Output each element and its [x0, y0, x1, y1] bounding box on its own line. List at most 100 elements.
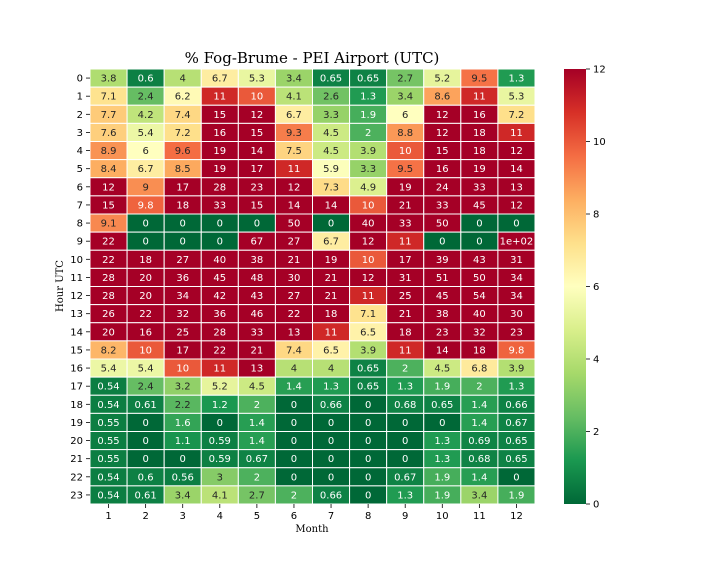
cell-value-label: 0.61 [134, 490, 156, 501]
y-tick-label: 22 [70, 472, 83, 483]
cell-value-label: 25 [399, 291, 412, 302]
cell-value-label: 3.3 [360, 164, 376, 175]
cell-value-label: 11 [399, 345, 412, 356]
cell-value-label: 4.5 [323, 128, 339, 139]
cell-value-label: 38 [251, 255, 264, 266]
cell-value-label: 33 [213, 200, 226, 211]
colorbar-tick-label: 10 [593, 137, 606, 148]
cell-value-label: 31 [510, 255, 523, 266]
cell-value-label: 27 [288, 237, 301, 248]
cell-value-label: 8.5 [175, 164, 191, 175]
cell-value-label: 10 [362, 255, 375, 266]
cell-value-label: 6.2 [175, 92, 191, 103]
cell-value-label: 17 [176, 182, 189, 193]
cell-value-label: 1.9 [434, 490, 450, 501]
cell-value-label: 7.2 [509, 110, 525, 121]
cell-value-label: 0.67 [505, 418, 527, 429]
cell-value-label: 1.4 [471, 400, 487, 411]
cell-value-label: 36 [176, 273, 189, 284]
cell-value-label: 0 [142, 454, 148, 465]
cell-value-label: 4.1 [212, 490, 228, 501]
cell-value-label: 11 [213, 92, 226, 103]
cell-value-label: 51 [436, 273, 449, 284]
cell-value-label: 1.9 [360, 110, 376, 121]
cell-value-label: 0 [217, 418, 223, 429]
cell-value-label: 1.4 [471, 472, 487, 483]
y-tick-label: 15 [70, 345, 83, 356]
cell-value-label: 17 [176, 345, 189, 356]
cell-value-label: 0 [365, 400, 371, 411]
cell-value-label: 15 [251, 200, 264, 211]
cell-value-label: 50 [473, 273, 486, 284]
cell-value-label: 0.65 [431, 400, 453, 411]
cell-value-label: 8.9 [101, 146, 117, 157]
cell-value-label: 0 [402, 418, 408, 429]
cell-value-label: 43 [473, 255, 486, 266]
cell-value-label: 4 [180, 74, 186, 85]
y-tick-label: 2 [77, 110, 83, 121]
cell-value-label: 24 [436, 182, 449, 193]
cell-value-label: 20 [102, 327, 115, 338]
cell-value-label: 0 [365, 418, 371, 429]
cell-value-label: 5.4 [138, 364, 154, 375]
cell-value-label: 11 [510, 128, 523, 139]
cell-value-label: 13 [251, 364, 264, 375]
cell-value-label: 0 [180, 219, 186, 230]
cell-value-label: 0 [439, 418, 445, 429]
cell-value-label: 0.67 [394, 472, 416, 483]
cell-value-label: 11 [325, 327, 338, 338]
cell-value-label: 32 [473, 327, 486, 338]
cell-value-label: 7.6 [101, 128, 117, 139]
cell-value-label: 22 [288, 309, 301, 320]
cell-value-label: 45 [213, 273, 226, 284]
y-tick-label: 19 [70, 418, 83, 429]
cell-value-label: 31 [399, 273, 412, 284]
cell-value-label: 50 [288, 219, 301, 230]
cell-value-label: 18 [473, 345, 486, 356]
cell-value-label: 12 [510, 200, 523, 211]
cell-value-label: 0.65 [505, 436, 527, 447]
cell-value-label: 14 [325, 200, 338, 211]
cell-value-label: 0 [142, 436, 148, 447]
cell-value-label: 5.3 [249, 74, 265, 85]
cell-value-label: 0 [365, 472, 371, 483]
colorbar-tick-label: 4 [593, 355, 599, 366]
cell-value-label: 7.4 [175, 110, 191, 121]
y-tick-label: 9 [77, 237, 83, 248]
colorbar-tick-label: 0 [593, 500, 599, 511]
cell-value-label: 4.5 [434, 364, 450, 375]
cell-value-label: 39 [436, 255, 449, 266]
cell-value-label: 3.9 [360, 345, 376, 356]
cell-value-label: 11 [362, 291, 375, 302]
cell-value-label: 7.1 [101, 92, 117, 103]
cell-value-label: 0 [513, 472, 519, 483]
cell-value-label: 6 [142, 146, 148, 157]
cell-value-label: 1.3 [509, 74, 525, 85]
cell-value-label: 22 [213, 345, 226, 356]
cell-value-label: 5.3 [509, 92, 525, 103]
cell-value-label: 9.1 [101, 219, 117, 230]
cell-value-label: 6.5 [360, 327, 376, 338]
cell-value-label: 0 [476, 219, 482, 230]
colorbar-tick-label: 8 [593, 210, 599, 221]
cell-value-label: 0.54 [97, 472, 119, 483]
y-tick-label: 14 [70, 327, 83, 338]
cell-value-label: 3 [217, 472, 223, 483]
y-tick-label: 6 [77, 182, 83, 193]
cell-value-label: 15 [102, 200, 115, 211]
colorbar-tick-label: 12 [593, 65, 606, 76]
cell-value-label: 3.9 [509, 364, 525, 375]
cell-value-label: 14 [436, 345, 449, 356]
cell-value-label: 0 [291, 454, 297, 465]
cell-value-label: 0 [328, 472, 334, 483]
x-tick-label: 11 [473, 511, 486, 522]
cell-value-label: 2 [476, 382, 482, 393]
cell-value-label: 0 [402, 436, 408, 447]
cell-value-label: 5.2 [212, 382, 228, 393]
cell-value-label: 2.7 [397, 74, 413, 85]
cell-value-label: 1.1 [175, 436, 191, 447]
cell-value-label: 2.6 [323, 92, 339, 103]
cell-value-label: 0.54 [97, 490, 119, 501]
cell-value-label: 2 [291, 490, 297, 501]
cell-value-label: 10 [399, 146, 412, 157]
